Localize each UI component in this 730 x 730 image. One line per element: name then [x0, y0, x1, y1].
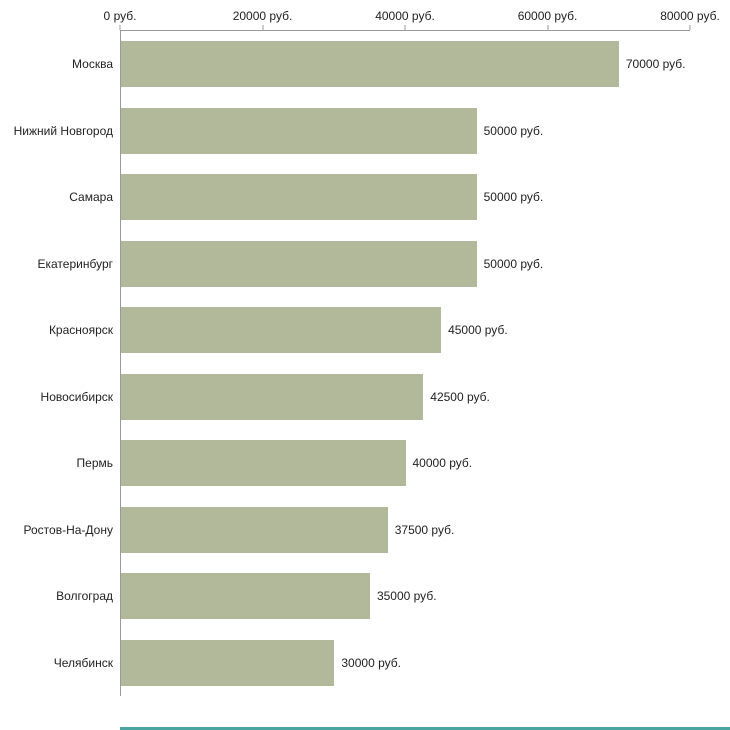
- bar-value-label: 50000 руб.: [483, 123, 544, 138]
- bar-value-label: 50000 руб.: [483, 256, 544, 271]
- category-label: Нижний Новгород: [13, 123, 113, 138]
- bar-value-label: 70000 руб.: [625, 57, 686, 72]
- x-tick-mark: [262, 25, 263, 30]
- bar[interactable]: [121, 573, 370, 620]
- bar-value-label: 35000 руб.: [376, 589, 437, 604]
- category-label: Москва: [72, 57, 113, 72]
- category-label: Красноярск: [48, 323, 113, 338]
- bar[interactable]: [121, 307, 442, 354]
- bar-row: Самара 50000 руб.: [69, 164, 690, 231]
- x-tick-label: 40000 руб.: [375, 9, 435, 23]
- x-tick-label: 0 руб.: [103, 9, 137, 23]
- bar-row: Москва 70000 руб.: [72, 31, 690, 98]
- x-tick-label: 80000 руб.: [660, 9, 720, 23]
- x-tick-mark: [689, 25, 691, 30]
- bar-row: Ростов-На-Дону 37500 руб.: [24, 497, 690, 564]
- category-label: Новосибирск: [40, 389, 113, 404]
- bar-row: Новосибирск 42500 руб.: [41, 364, 690, 431]
- category-label: Ростов-На-Дону: [23, 522, 113, 537]
- bar[interactable]: [121, 639, 335, 686]
- plot-area: Москва 70000 руб. Нижний Новгород 50000 руб…: [14, 30, 690, 697]
- bar-value-label: 45000 руб.: [448, 323, 508, 338]
- bar[interactable]: [121, 174, 477, 221]
- x-axis: 0 руб. 20000 руб. 40000 руб. 60000 руб. 8000…: [104, 0, 720, 30]
- bar-value-label: 42500 руб.: [430, 389, 490, 404]
- bar[interactable]: [121, 373, 424, 420]
- category-label: Волгоград: [56, 589, 113, 604]
- x-tick-mark: [547, 25, 548, 30]
- x-tick-mark: [404, 25, 406, 30]
- category-label: Екатеринбург: [37, 256, 114, 271]
- bar[interactable]: [121, 107, 477, 154]
- bar[interactable]: [121, 440, 406, 487]
- x-tick-mark: [119, 25, 121, 30]
- bar-row: Екатеринбург 50000 руб.: [38, 231, 690, 298]
- bar-row: Пермь 40000 руб.: [77, 430, 690, 497]
- x-tick-label: 60000 руб.: [517, 9, 578, 23]
- bar-value-label: 37500 руб.: [394, 522, 455, 537]
- footer-accent-line: [120, 727, 730, 730]
- bar-value-label: 50000 руб.: [483, 190, 544, 205]
- bar-value-label: 40000 руб.: [412, 456, 473, 471]
- category-label: Челябинск: [53, 655, 113, 670]
- category-label: Самара: [69, 190, 113, 205]
- x-tick-label: 20000 руб.: [232, 9, 293, 23]
- bar-row: Красноярск 45000 руб.: [49, 297, 690, 364]
- bar-row: Волгоград 35000 руб.: [56, 563, 690, 630]
- category-label: Пермь: [76, 456, 113, 471]
- bar-row: Нижний Новгород 50000 руб.: [14, 98, 690, 165]
- bar[interactable]: [121, 506, 388, 553]
- bar-value-label: 30000 руб.: [341, 655, 401, 670]
- bar-row: Челябинск 30000 руб.: [54, 630, 690, 697]
- bar[interactable]: [121, 240, 477, 287]
- bar[interactable]: [121, 41, 619, 88]
